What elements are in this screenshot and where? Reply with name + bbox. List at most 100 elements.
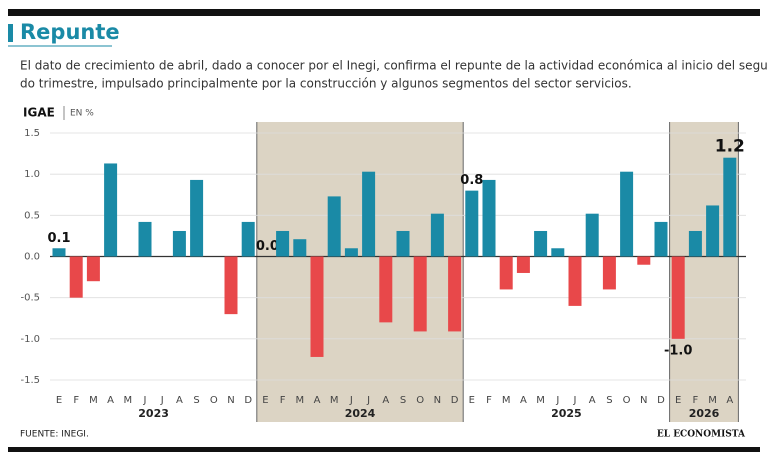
bar [568,256,582,306]
x-tick-label: N [640,395,647,406]
x-tick-label: F [73,395,79,406]
x-tick-label: J [555,395,559,406]
bar [69,256,83,298]
bar [310,256,324,357]
bar [344,248,358,257]
x-tick-label: D [244,395,252,406]
x-tick-label: J [143,395,147,406]
x-tick-label: M [330,395,339,406]
y-axis-label: IGAE [23,106,55,120]
bar [379,256,393,323]
brand: EL ECONOMISTA [657,430,746,440]
x-tick-label: O [416,395,424,406]
bar [585,213,599,257]
value-label: 0.1 [47,231,70,246]
x-tick-label: F [486,395,492,406]
x-tick-label: A [382,395,389,406]
x-tick-label: A [520,395,527,406]
bar [465,190,479,257]
source: FUENTE: INEGI. [20,430,89,440]
year-label: 2024 [345,407,376,420]
x-tick-label: S [193,395,199,406]
x-tick-label: J [366,395,370,406]
bar [637,256,651,265]
top-bar [8,9,760,16]
x-tick-label: S [606,395,612,406]
x-tick-label: J [160,395,164,406]
bar [688,230,702,257]
bar [241,221,255,257]
bar [534,230,548,257]
y-axis-unit: EN % [70,109,94,119]
bar [551,248,565,257]
value-label: 0.8 [460,173,483,188]
value-label: -1.0 [664,343,692,358]
x-tick-label: E [675,395,681,406]
bar [706,205,720,257]
x-tick-label: M [502,395,511,406]
year-label: 2023 [138,407,169,420]
x-tick-label: E [262,395,268,406]
bar [224,256,238,315]
y-tick-label: -1.0 [20,334,40,345]
bar [499,256,513,290]
bar [448,256,462,332]
x-tick-label: E [56,395,62,406]
bar [723,157,737,257]
x-tick-label: D [657,395,665,406]
x-tick-label: A [726,395,733,406]
bar [396,230,410,257]
x-tick-label: E [469,395,475,406]
bar [276,230,290,257]
bar [190,179,204,257]
x-tick-label: F [693,395,699,406]
bar [413,256,427,332]
bar [482,179,496,257]
bar [620,171,634,257]
bar [362,171,376,257]
y-tick-label: -0.5 [20,293,40,304]
x-tick-label: A [314,395,321,406]
y-tick-label: 0.0 [24,252,40,263]
title-marker [8,24,13,42]
bar [52,248,66,257]
subtitle: do trimestre, impulsado principalmente p… [20,77,632,91]
bar [327,196,341,257]
value-label: 0.0 [256,239,279,254]
x-tick-label: S [400,395,406,406]
bar [654,221,668,257]
x-tick-label: A [107,395,114,406]
year-shade [256,122,464,422]
x-tick-label: O [210,395,218,406]
bar [602,256,616,290]
bar [86,256,100,282]
x-tick-label: M [295,395,304,406]
x-tick-label: M [123,395,132,406]
bar [104,163,118,257]
x-tick-label: O [623,395,631,406]
chart-title: Repunte [20,20,120,44]
y-tick-label: 0.5 [24,210,40,221]
y-tick-label: 1.0 [24,169,40,180]
bar [430,213,444,257]
x-tick-label: J [573,395,577,406]
x-tick-label: N [434,395,441,406]
year-label: 2025 [551,407,582,420]
bar [516,256,530,273]
x-tick-label: J [349,395,353,406]
subtitle: El dato de crecimiento de abril, dado a … [20,59,768,73]
year-label: 2026 [689,407,720,420]
x-tick-label: M [536,395,545,406]
y-tick-label: 1.5 [24,128,40,139]
x-tick-label: M [89,395,98,406]
x-tick-label: N [227,395,234,406]
y-tick-label: -1.5 [20,375,40,386]
bar [138,221,152,257]
bar [293,239,307,257]
bottom-bar [8,447,760,452]
bar [172,230,186,257]
bar [671,256,685,339]
x-tick-label: A [589,395,596,406]
x-tick-label: F [280,395,286,406]
